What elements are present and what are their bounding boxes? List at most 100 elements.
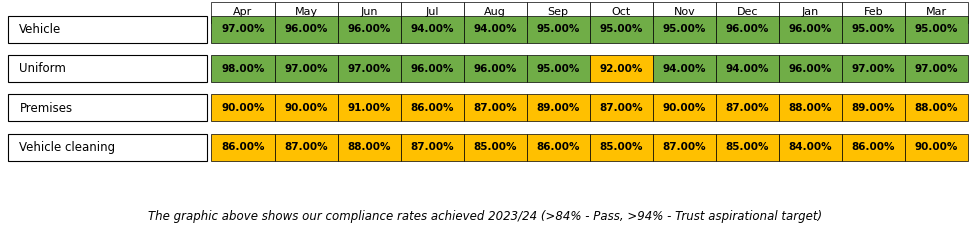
Bar [904, 16, 967, 43]
Text: 94.00%: 94.00% [662, 64, 705, 74]
Bar [904, 134, 967, 161]
Bar [841, 2, 904, 23]
Text: May: May [295, 7, 317, 17]
Text: 95.00%: 95.00% [851, 24, 894, 34]
Bar [211, 55, 274, 82]
Bar [274, 94, 337, 122]
Text: 97.00%: 97.00% [284, 64, 328, 74]
Bar [400, 94, 463, 122]
Bar [778, 94, 841, 122]
Bar [904, 55, 967, 82]
Bar [274, 2, 337, 23]
Text: 97.00%: 97.00% [914, 64, 957, 74]
Text: 96.00%: 96.00% [284, 24, 328, 34]
Text: 90.00%: 90.00% [914, 142, 957, 152]
Text: 85.00%: 85.00% [725, 142, 768, 152]
Text: 92.00%: 92.00% [599, 64, 642, 74]
Text: 95.00%: 95.00% [536, 24, 579, 34]
Text: 96.00%: 96.00% [788, 64, 831, 74]
Text: 95.00%: 95.00% [914, 24, 957, 34]
Text: 86.00%: 86.00% [851, 142, 894, 152]
Bar [589, 55, 652, 82]
Bar [778, 134, 841, 161]
Text: Dec: Dec [735, 7, 758, 17]
Text: 95.00%: 95.00% [599, 24, 642, 34]
Text: 96.00%: 96.00% [473, 64, 516, 74]
Bar [526, 16, 589, 43]
Text: 96.00%: 96.00% [410, 64, 453, 74]
Text: 98.00%: 98.00% [221, 64, 265, 74]
Text: 90.00%: 90.00% [284, 103, 328, 113]
Bar [526, 2, 589, 23]
Bar [463, 2, 526, 23]
Text: 87.00%: 87.00% [473, 103, 516, 113]
Bar [589, 94, 652, 122]
Text: 95.00%: 95.00% [536, 64, 579, 74]
Text: 91.00%: 91.00% [347, 103, 391, 113]
Bar [400, 16, 463, 43]
Text: 97.00%: 97.00% [221, 24, 265, 34]
Bar [463, 94, 526, 122]
Bar [652, 16, 715, 43]
Text: 86.00%: 86.00% [221, 142, 265, 152]
Bar [715, 134, 778, 161]
Text: 88.00%: 88.00% [788, 103, 831, 113]
Bar [526, 55, 589, 82]
Bar [652, 2, 715, 23]
Text: 86.00%: 86.00% [410, 103, 453, 113]
Text: Vehicle cleaning: Vehicle cleaning [19, 141, 115, 154]
Text: Premises: Premises [19, 101, 73, 115]
Text: Uniform: Uniform [19, 62, 66, 75]
Bar [400, 134, 463, 161]
Text: 85.00%: 85.00% [599, 142, 642, 152]
Text: 96.00%: 96.00% [725, 24, 768, 34]
Bar [904, 2, 967, 23]
Bar [904, 94, 967, 122]
Bar [841, 94, 904, 122]
Bar [589, 2, 652, 23]
Bar [400, 2, 463, 23]
Text: 90.00%: 90.00% [662, 103, 705, 113]
Text: 96.00%: 96.00% [347, 24, 391, 34]
Bar [211, 134, 274, 161]
Text: Jun: Jun [359, 7, 378, 17]
Bar [337, 55, 400, 82]
Text: 96.00%: 96.00% [788, 24, 831, 34]
Text: 88.00%: 88.00% [347, 142, 391, 152]
Bar [841, 16, 904, 43]
Bar [652, 94, 715, 122]
Bar [274, 55, 337, 82]
Text: Sep: Sep [547, 7, 568, 17]
Bar [778, 55, 841, 82]
Text: Mar: Mar [925, 7, 946, 17]
Bar [778, 16, 841, 43]
Text: 84.00%: 84.00% [788, 142, 831, 152]
Text: 87.00%: 87.00% [599, 103, 642, 113]
Text: 94.00%: 94.00% [410, 24, 453, 34]
Text: 88.00%: 88.00% [914, 103, 957, 113]
Bar [778, 2, 841, 23]
Text: 94.00%: 94.00% [473, 24, 516, 34]
Bar [337, 16, 400, 43]
Bar [841, 55, 904, 82]
Bar [652, 55, 715, 82]
Bar [526, 134, 589, 161]
Bar [211, 16, 274, 43]
Bar [463, 134, 526, 161]
Bar [337, 2, 400, 23]
Bar [463, 16, 526, 43]
Bar [589, 134, 652, 161]
Text: 87.00%: 87.00% [662, 142, 705, 152]
Text: Aug: Aug [484, 7, 506, 17]
Bar [526, 94, 589, 122]
Text: 89.00%: 89.00% [851, 103, 894, 113]
Bar [715, 2, 778, 23]
Bar [8, 16, 206, 43]
Text: Oct: Oct [611, 7, 630, 17]
Bar [211, 2, 274, 23]
Text: Vehicle: Vehicle [19, 23, 62, 36]
Text: 97.00%: 97.00% [851, 64, 894, 74]
Bar [211, 94, 274, 122]
Text: 87.00%: 87.00% [284, 142, 328, 152]
Text: 89.00%: 89.00% [536, 103, 579, 113]
